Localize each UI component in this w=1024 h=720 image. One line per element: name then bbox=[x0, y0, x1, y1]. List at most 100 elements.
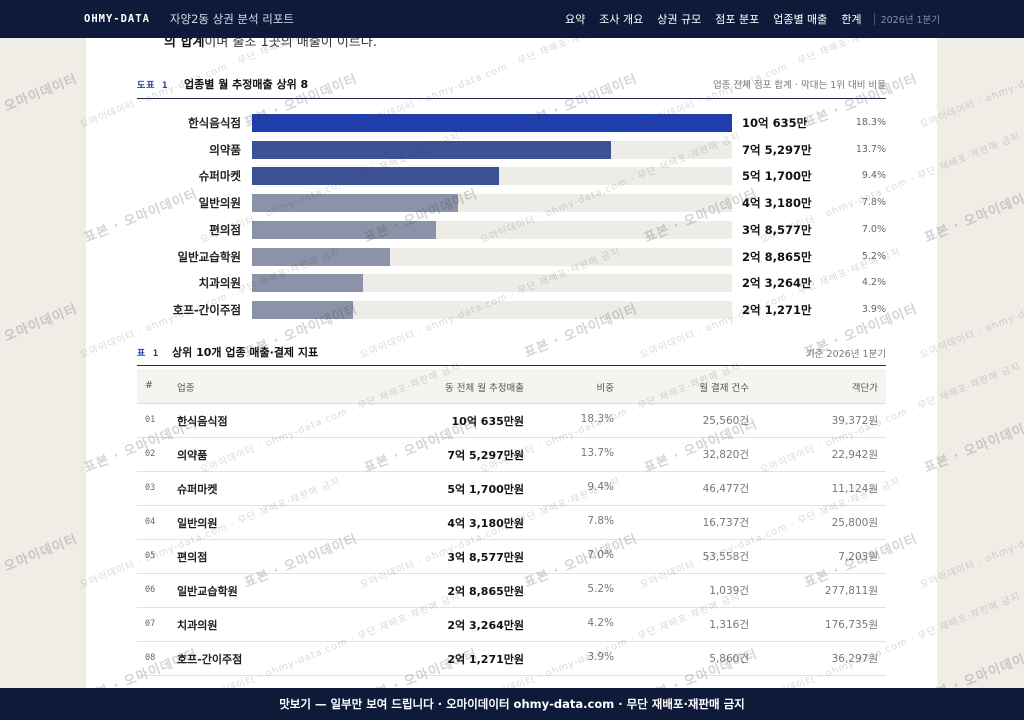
table-tag: 표 1 bbox=[137, 349, 160, 359]
bar-value-label: 7억 5,297만 bbox=[742, 142, 812, 157]
figure-title: 업종별 월 추정매출 상위 8 bbox=[184, 78, 309, 91]
row-rank: 06 bbox=[145, 585, 156, 595]
table-title: 상위 10개 업종 매출·결제 지표 bbox=[172, 346, 319, 359]
bar-row: 일반의원 4억 3,180만 7.8% bbox=[137, 194, 886, 213]
table-row[interactable]: 05 편의점 3억 8,577만원 7.0% 53,558건 7,203원 bbox=[137, 539, 886, 574]
row-monthly-sales: 10억 635만원 bbox=[451, 415, 524, 428]
bar-track bbox=[252, 274, 732, 293]
row-industry: 일반의원 bbox=[177, 517, 218, 530]
bar-track bbox=[252, 220, 732, 239]
bar bbox=[252, 114, 732, 132]
brand-logo[interactable]: OHMY-DATA bbox=[84, 13, 150, 25]
nav-link-market-size[interactable]: 상권 규모 bbox=[657, 13, 702, 26]
row-share: 18.3% bbox=[580, 413, 614, 425]
bar-track bbox=[252, 140, 732, 159]
bar-share-label: 13.7% bbox=[855, 143, 886, 155]
bar-value-label: 10억 635만 bbox=[742, 116, 808, 130]
bar-track bbox=[252, 247, 732, 266]
row-monthly-sales: 7억 5,297만원 bbox=[447, 449, 524, 462]
row-avg-ticket: 22,942원 bbox=[831, 449, 878, 461]
row-rank: 02 bbox=[145, 449, 156, 459]
nav-link-sales-by-industry[interactable]: 업종별 매출 bbox=[773, 13, 828, 26]
row-payment-count: 53,558건 bbox=[702, 551, 749, 563]
row-rank: 01 bbox=[145, 415, 156, 425]
row-share: 9.4% bbox=[587, 481, 614, 493]
bar-track bbox=[252, 300, 732, 319]
row-monthly-sales: 5억 1,700만원 bbox=[447, 483, 524, 496]
row-avg-ticket: 39,372원 bbox=[831, 415, 878, 427]
row-avg-ticket: 7,203원 bbox=[838, 551, 878, 563]
bar-row: 의약품 7억 5,297만 13.7% bbox=[137, 140, 886, 159]
bar-category-label: 호프-간이주점 bbox=[172, 302, 241, 317]
row-payment-count: 25,560건 bbox=[702, 415, 749, 427]
bar-category-label: 의약품 bbox=[209, 142, 241, 157]
row-payment-count: 1,316건 bbox=[709, 619, 749, 631]
bar-track bbox=[252, 114, 732, 132]
nav-link-limitations[interactable]: 한계 bbox=[841, 13, 862, 26]
row-share: 7.0% bbox=[587, 549, 614, 561]
table-row[interactable]: 03 슈퍼마켓 5억 1,700만원 9.4% 46,477건 11,124원 bbox=[137, 471, 886, 506]
watermark-text: 표본 · 오마이데이터 bbox=[0, 301, 80, 361]
figure-tag: 도표 1 bbox=[137, 81, 169, 91]
table-row[interactable]: 06 일반교습학원 2억 8,865만원 5.2% 1,039건 277,811원 bbox=[137, 573, 886, 608]
table-row[interactable]: 04 일반의원 4억 3,180만원 7.8% 16,737건 25,800원 bbox=[137, 505, 886, 540]
nav-link-summary[interactable]: 요약 bbox=[565, 13, 586, 26]
bar-row: 한식음식점 10억 635만 18.3% bbox=[137, 114, 886, 132]
table-row[interactable]: 02 의약품 7억 5,297만원 13.7% 32,820건 22,942원 bbox=[137, 437, 886, 472]
row-industry: 슈퍼마켓 bbox=[177, 483, 218, 496]
bar bbox=[252, 167, 499, 186]
bar bbox=[252, 274, 363, 293]
row-rank: 03 bbox=[145, 483, 156, 493]
bar-value-label: 2억 1,271만 bbox=[742, 302, 812, 317]
row-industry: 일반교습학원 bbox=[177, 585, 238, 598]
bar-value-label: 4억 3,180만 bbox=[742, 196, 812, 211]
table-row[interactable]: 08 호프-간이주점 2억 1,271만원 3.9% 5,860건 36,297원 bbox=[137, 641, 886, 676]
row-avg-ticket: 36,297원 bbox=[831, 653, 878, 665]
col-share: 비중 bbox=[596, 383, 614, 394]
bar-row: 슈퍼마켓 5억 1,700만 9.4% bbox=[137, 167, 886, 186]
row-share: 4.2% bbox=[587, 617, 614, 629]
table-column-headers: # 업종 동 전체 월 추정매출 비중 월 결제 건수 객단가 bbox=[137, 369, 886, 404]
report-period: 2026년 1분기 bbox=[880, 15, 941, 26]
table-row[interactable]: 07 치과의원 2억 3,264만원 4.2% 1,316건 176,735원 bbox=[137, 607, 886, 642]
bar-category-label: 치과의원 bbox=[198, 276, 241, 291]
nav-link-overview[interactable]: 조사 개요 bbox=[599, 13, 644, 26]
row-avg-ticket: 176,735원 bbox=[824, 619, 878, 631]
row-avg-ticket: 277,811원 bbox=[824, 585, 878, 597]
col-rank: # bbox=[145, 380, 153, 391]
preview-banner: 맛보기 — 일부만 보여 드립니다 · 오마이데이터 ohmy-data.com… bbox=[0, 688, 1024, 720]
row-industry: 호프-간이주점 bbox=[177, 653, 243, 666]
bar-category-label: 슈퍼마켓 bbox=[198, 169, 241, 184]
row-share: 3.9% bbox=[587, 651, 614, 663]
bar bbox=[252, 140, 612, 159]
row-payment-count: 32,820건 bbox=[702, 449, 749, 461]
bar-value-label: 2억 8,865만 bbox=[742, 249, 812, 264]
row-monthly-sales: 2억 8,865만원 bbox=[447, 585, 524, 598]
bar-category-label: 편의점 bbox=[209, 222, 241, 237]
table-note: 기준 2026년 1분기 bbox=[806, 349, 886, 360]
bar-share-label: 5.2% bbox=[861, 250, 886, 262]
row-industry: 의약품 bbox=[177, 449, 208, 462]
row-avg-ticket: 11,124원 bbox=[831, 483, 878, 495]
table-row[interactable]: 01 한식음식점 10억 635만원 18.3% 25,560건 39,372원 bbox=[137, 403, 886, 438]
row-rank: 07 bbox=[145, 619, 156, 629]
bar-row: 호프-간이주점 2억 1,271만 3.9% bbox=[137, 300, 886, 319]
row-payment-count: 5,860건 bbox=[709, 653, 749, 665]
bar-category-label: 일반의원 bbox=[198, 196, 241, 211]
row-monthly-sales: 3억 8,577만원 bbox=[447, 551, 524, 564]
bar-share-label: 7.0% bbox=[861, 223, 886, 235]
report-page: 의 합계이며 출초 1곳의 매출이 이르다. 도표 1 업종별 월 추정매출 상… bbox=[86, 38, 937, 688]
col-payment-count: 월 결제 건수 bbox=[699, 383, 749, 394]
bar-share-label: 7.8% bbox=[861, 197, 886, 209]
bar-row: 치과의원 2억 3,264만 4.2% bbox=[137, 274, 886, 293]
row-monthly-sales: 2억 1,271만원 bbox=[447, 653, 524, 666]
row-industry: 한식음식점 bbox=[177, 415, 228, 428]
nav-link-store-distribution[interactable]: 점포 분포 bbox=[715, 13, 760, 26]
row-payment-count: 46,477건 bbox=[702, 483, 749, 495]
col-avg-ticket: 객단가 bbox=[851, 383, 878, 394]
figure-header: 도표 1 업종별 월 추정매출 상위 8 업종 전체 점포 합계 · 막대는 1… bbox=[137, 76, 886, 99]
bar-value-label: 2억 3,264만 bbox=[742, 276, 812, 291]
bar-share-label: 9.4% bbox=[861, 170, 886, 182]
top-navigation-bar: OHMY-DATA 자양2동 상권 분석 리포트 요약 조사 개요 상권 규모 … bbox=[0, 0, 1024, 38]
row-industry: 치과의원 bbox=[177, 619, 218, 632]
